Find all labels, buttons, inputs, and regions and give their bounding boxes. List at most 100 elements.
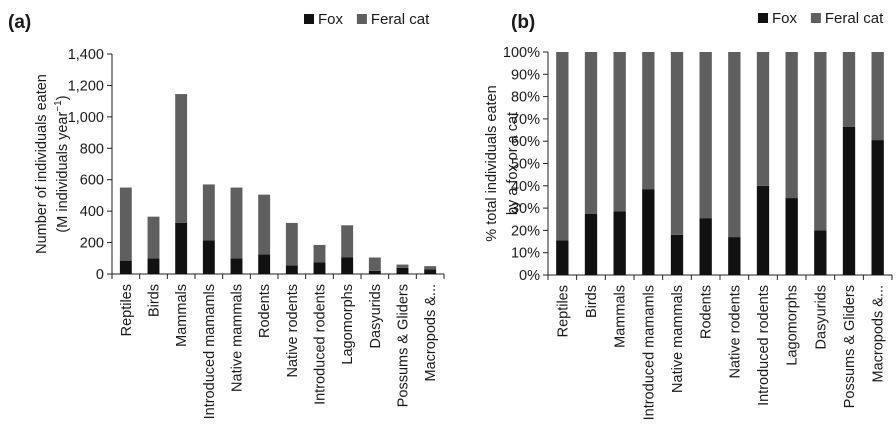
bar-feral-cat [119, 187, 132, 261]
chart-panel-b: (b) Fox Feral cat 0% 10% 20% 30% 40% 50% 60% 70% 80… [484, 10, 893, 420]
x-tick-label: Native rodents [727, 285, 743, 379]
legend: Fox Feral cat [304, 11, 430, 28]
y-axis-label-line1: % total individuals eaten [484, 85, 500, 241]
y-tick-label: 1,400 [68, 47, 104, 63]
legend-label: Feral cat [825, 10, 884, 27]
bar-fox [341, 257, 354, 274]
x-tick-label: Dasyurids [368, 284, 384, 348]
x-tick-label: Mammals [613, 285, 629, 348]
x-tick-label: Lagomorphs [785, 285, 801, 366]
x-tick-label: Lagomorphs [340, 284, 356, 365]
panel-label: (b) [511, 12, 535, 33]
x-tick-label: Possums & Gliders [842, 285, 858, 408]
bar-feral-cat [313, 244, 326, 263]
bar-fox [396, 267, 409, 274]
bar-fox [756, 185, 770, 275]
y-tick-label: 800 [80, 141, 104, 157]
bar-feral-cat [699, 52, 712, 219]
x-tick-label: Native rodents [285, 284, 301, 378]
y-axis-label-close: ) [55, 95, 71, 100]
x-tick-label: Introduced mamamls [641, 285, 657, 420]
x-tick-label: Macropods &... [423, 284, 439, 382]
legend-swatch-feral-cat [810, 13, 821, 23]
y-axis-label-unit: (M individuals year [55, 112, 71, 233]
bar-feral-cat [175, 94, 188, 223]
y-tick-label: 100% [503, 45, 540, 61]
bar-fox [584, 213, 598, 275]
bar-feral-cat [670, 52, 684, 235]
bar-fox [814, 230, 827, 275]
bar-feral-cat [147, 216, 160, 259]
bar-feral-cat [341, 225, 354, 258]
y-tick-label: 90% [511, 67, 540, 83]
bar-fox [175, 222, 188, 274]
bar-feral-cat [556, 52, 569, 241]
bar-feral-cat [642, 52, 655, 190]
bar-fox [424, 269, 437, 274]
legend-swatch-feral-cat [356, 14, 367, 24]
legend-swatch-fox [758, 13, 768, 23]
bar-fox [670, 234, 684, 275]
bar-fox [613, 211, 626, 275]
bar-fox [119, 260, 132, 274]
x-tick-label: Possums & Gliders [396, 284, 412, 407]
y-tick-label: 20% [511, 223, 540, 239]
y-axis-label-line2: (M individuals year−1) [53, 95, 71, 232]
x-tick-label: Macropods &... [871, 285, 887, 383]
bar-fox [871, 140, 884, 275]
bar-feral-cat [285, 222, 298, 266]
x-tick-label: Rodents [257, 284, 273, 338]
bar-feral-cat [584, 52, 598, 214]
bar-feral-cat [871, 52, 884, 141]
x-tick-label: Rodents [699, 285, 715, 339]
y-tick-label: 600 [80, 173, 104, 189]
bar-fox [285, 265, 298, 274]
x-tick-label: Introduced mamamls [202, 284, 218, 419]
legend: Fox Feral cat [758, 10, 884, 27]
bar-feral-cat [728, 52, 741, 238]
y-tick-label: 200 [80, 236, 104, 252]
bar-fox [147, 258, 160, 274]
y-tick-label: 1,200 [68, 78, 104, 94]
y-axis-label-exponent: −1 [53, 100, 64, 112]
legend-label: Feral cat [371, 11, 430, 28]
bar-feral-cat [756, 52, 770, 186]
y-tick-label: 400 [80, 204, 104, 220]
bar-feral-cat [424, 266, 437, 270]
bar-feral-cat [842, 52, 856, 127]
bar-fox [368, 270, 381, 274]
y-axis-label-line2: by a fox or a cat [505, 112, 521, 215]
legend-swatch-fox [304, 14, 314, 24]
x-tick-label: Birds [147, 284, 163, 317]
x-tick-label: Reptiles [555, 285, 571, 337]
bar-feral-cat [814, 52, 827, 231]
bar-feral-cat [258, 194, 271, 255]
bar-fox [258, 254, 271, 274]
x-tick-label: Native mammals [670, 285, 686, 393]
bar-fox [642, 189, 655, 275]
y-tick-label: 0 [96, 267, 104, 283]
bar-feral-cat [785, 52, 798, 199]
bar-fox [556, 240, 569, 275]
bar-fox [842, 126, 856, 275]
bar-fox [230, 258, 243, 274]
x-tick-label: Reptiles [119, 284, 135, 336]
x-tick-label: Introduced rodents [313, 284, 329, 405]
legend-label: Fox [318, 11, 344, 28]
panel-label: (a) [8, 12, 31, 33]
bar-fox [313, 262, 326, 274]
y-tick-label: 1,000 [68, 110, 104, 126]
x-tick-label: Birds [584, 285, 600, 318]
y-tick-label: 80% [511, 90, 540, 106]
bar-feral-cat [396, 264, 409, 268]
y-tick-label: 60% [511, 134, 540, 150]
bar-feral-cat [368, 257, 381, 271]
y-tick-label: 10% [511, 246, 540, 262]
y-tick-label: 40% [511, 179, 540, 195]
y-tick-label: 0% [519, 268, 540, 284]
y-tick-label: 50% [511, 157, 540, 173]
legend-label: Fox [772, 10, 798, 27]
bar-fox [728, 237, 741, 275]
bar-feral-cat [613, 52, 626, 212]
